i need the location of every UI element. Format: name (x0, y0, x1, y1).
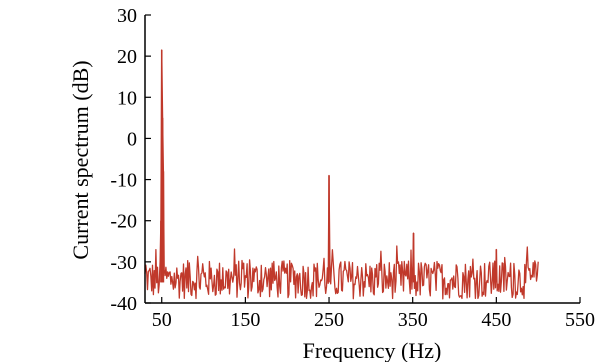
x-tick-label: 550 (565, 309, 595, 331)
y-tick-label: -40 (110, 293, 137, 315)
y-tick-label: 20 (117, 46, 137, 68)
y-tick-label: -30 (110, 252, 137, 274)
y-tick-label: 30 (117, 5, 137, 27)
plot-area (144, 49, 539, 300)
y-tick-label: -20 (110, 211, 137, 233)
x-tick-label: 50 (152, 309, 172, 331)
x-tick-label: 350 (398, 309, 428, 331)
y-tick-label: 10 (117, 87, 137, 109)
x-axis-title: Frequency (Hz) (303, 338, 442, 362)
x-tick-label: 150 (230, 309, 260, 331)
x-tick-label: 250 (314, 309, 344, 331)
y-axis-title: Current spectrum (dB) (68, 60, 93, 259)
spectrum-line (144, 49, 539, 300)
y-tick-label: -10 (110, 170, 137, 192)
axes: 30 20 10 0 -10 -20 -30 -40 50 150 250 350 450 550 (110, 5, 595, 331)
x-tick-label: 450 (481, 309, 511, 331)
y-tick-label: 0 (127, 128, 137, 150)
